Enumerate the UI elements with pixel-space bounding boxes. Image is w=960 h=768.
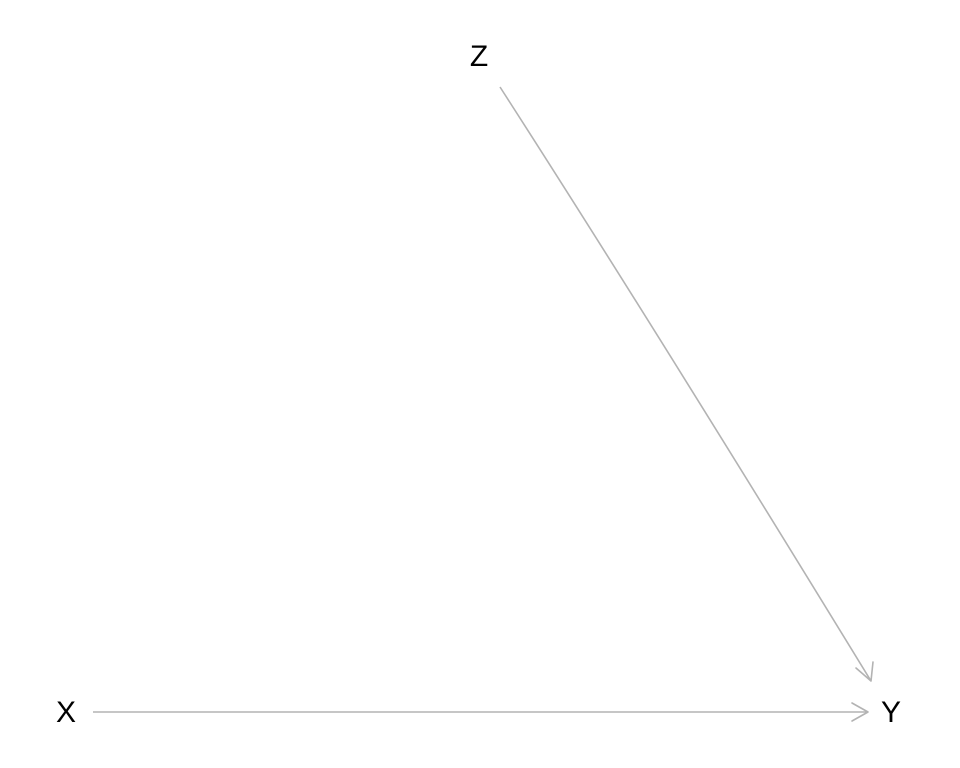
edge-x-to-y-arrowhead [851, 702, 869, 722]
edge-x-to-y [93, 702, 869, 722]
edge-z-to-y-line [499, 86, 872, 682]
node-x-label: X [56, 696, 76, 729]
node-y-label: Y [881, 696, 901, 729]
edge-z-to-y-arrowhead [855, 661, 874, 682]
edge-z-to-y [499, 86, 874, 682]
node-z-label: Z [470, 40, 488, 73]
